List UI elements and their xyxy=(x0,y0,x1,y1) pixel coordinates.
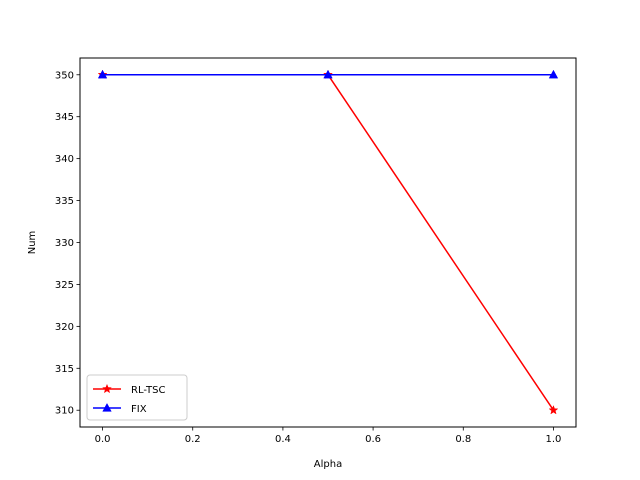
legend-label: RL-TSC xyxy=(131,385,165,396)
x-tick-label: 0.2 xyxy=(185,434,201,445)
data-point xyxy=(97,69,108,79)
y-tick-label: 330 xyxy=(55,238,74,249)
legend-marker xyxy=(102,383,112,394)
legend-label: FIX xyxy=(131,404,147,415)
data-point xyxy=(548,69,559,79)
y-tick-label: 320 xyxy=(55,322,74,333)
x-tick-label: 0.4 xyxy=(275,434,291,445)
x-tick-label: 0.0 xyxy=(95,434,111,445)
legend-marker xyxy=(102,402,112,412)
legend-item: RL-TSC xyxy=(93,383,165,396)
y-tick-label: 350 xyxy=(55,70,74,81)
y-tick-label: 310 xyxy=(55,406,74,417)
series-fix xyxy=(97,69,559,79)
legend-item: FIX xyxy=(93,402,147,415)
x-axis-label: Alpha xyxy=(314,459,342,470)
legend: RL-TSC FIX xyxy=(86,374,188,421)
y-tick-label: 325 xyxy=(55,280,74,291)
y-tick-label: 345 xyxy=(55,112,74,123)
x-axis-ticks: 0.0 0.2 0.4 0.6 0.8 1.0 xyxy=(95,427,562,445)
x-tick-label: 0.8 xyxy=(455,434,471,445)
y-tick-label: 335 xyxy=(55,196,74,207)
y-axis-label: Num xyxy=(27,231,38,255)
y-tick-label: 315 xyxy=(55,364,74,375)
series-layer xyxy=(97,69,559,415)
data-point xyxy=(548,405,559,415)
y-tick-label: 340 xyxy=(55,154,74,165)
x-tick-label: 1.0 xyxy=(546,434,562,445)
data-point xyxy=(323,69,333,79)
y-axis-ticks: 310 315 320 325 330 335 340 345 350 xyxy=(55,70,80,417)
x-tick-label: 0.6 xyxy=(365,434,381,445)
